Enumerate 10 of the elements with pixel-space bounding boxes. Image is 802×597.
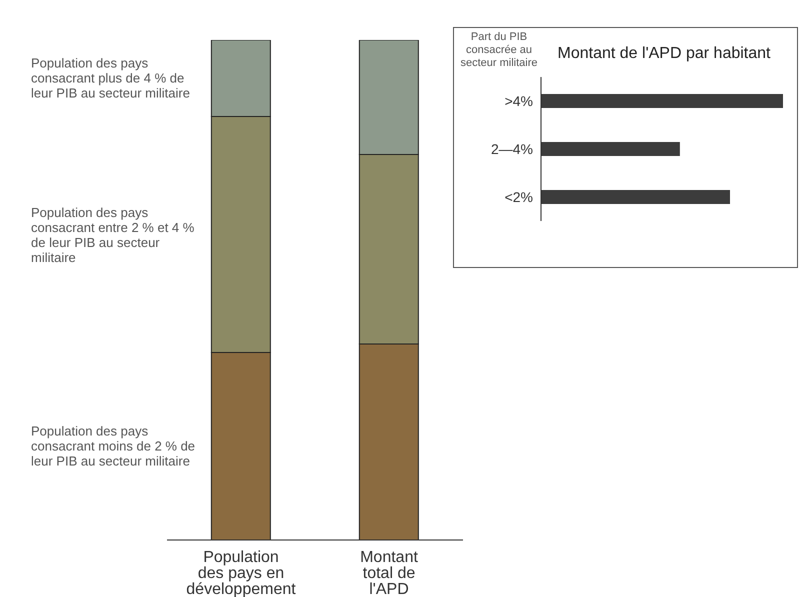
- series-label: Population des pays consacrant plus de 4 % de leur PIB au secteur militaire: [31, 56, 191, 101]
- y-tick-label: <2%: [504, 188, 533, 205]
- x-tick-label: Montant total de l'APD: [360, 549, 418, 597]
- y-axis-title: Part du PIB consacrée au secteur militaire: [459, 31, 539, 70]
- chart-title: Montant de l'APD par habitant: [556, 44, 772, 63]
- series-label: Population des pays consacrant moins de 2 % de leur PIB au secteur militaire: [31, 424, 196, 469]
- series-label: Population des pays consacrant entre 2 % et 4 % de leur PIB au secteur militaire: [31, 204, 196, 264]
- y-tick-label: >4%: [504, 92, 533, 109]
- x-tick-label: Population des pays en développement: [186, 549, 296, 597]
- y-tick-label: 2—4%: [490, 140, 533, 157]
